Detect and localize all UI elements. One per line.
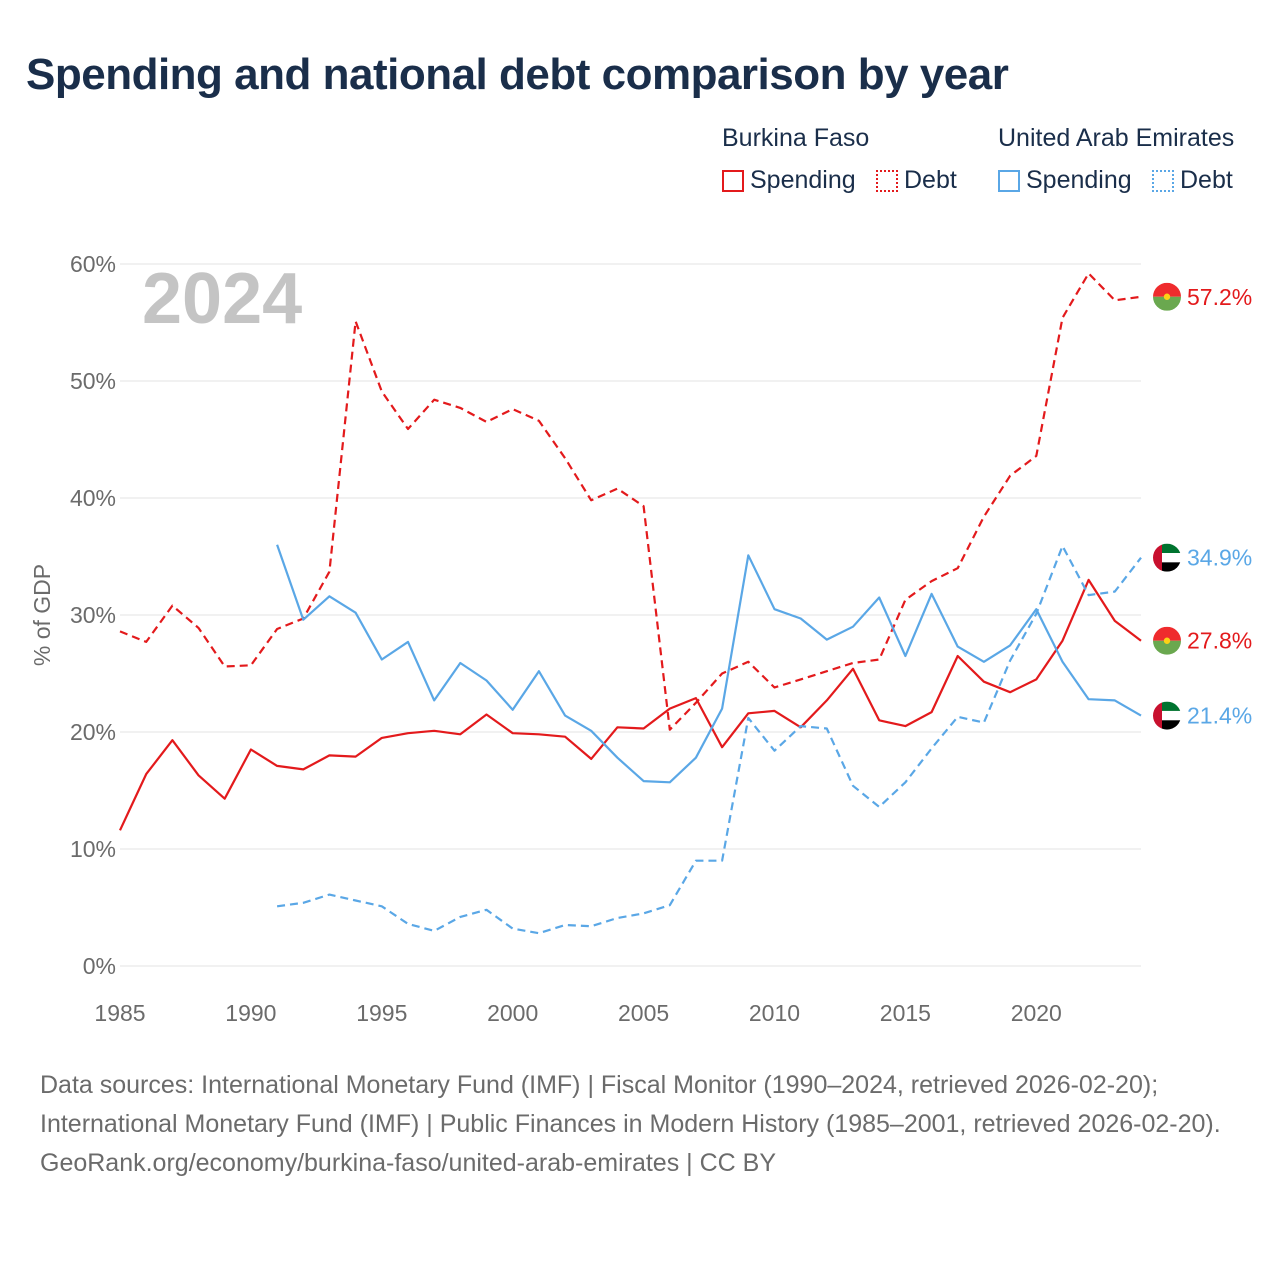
end-value-label: 27.8% bbox=[1187, 628, 1252, 654]
series-line-united-arab-emirates-spending bbox=[276, 544, 1142, 784]
burkina-faso-flag-icon bbox=[1153, 282, 1181, 311]
y-tick-label: 50% bbox=[70, 368, 116, 394]
x-tick-label: 1990 bbox=[225, 1000, 276, 1026]
legend-group-uae: United Arab Emirates Spending Debt bbox=[998, 124, 1268, 204]
series-line-united-arab-emirates-debt bbox=[276, 544, 1142, 935]
x-tick-label: 1995 bbox=[356, 1000, 407, 1026]
y-tick-label: 10% bbox=[70, 836, 116, 862]
end-value-label: 21.4% bbox=[1187, 703, 1252, 729]
legend-swatch-dotted-icon bbox=[1152, 169, 1174, 192]
line-chart: 0% 10% 20% 30% 40% 50% 60% 1985 1990 1995 2000 2005… bbox=[29, 251, 1252, 1026]
legend-swatch-solid-icon bbox=[722, 169, 744, 192]
legend-item-burkina-faso-debt[interactable]: Debt bbox=[876, 166, 957, 195]
x-tick-label: 2005 bbox=[618, 1000, 669, 1026]
chart-title: Spending and national debt comparison by… bbox=[26, 50, 1009, 99]
y-tick-label: 40% bbox=[70, 485, 116, 511]
uae-flag-icon bbox=[1153, 701, 1181, 730]
legend-label: Debt bbox=[1180, 166, 1233, 194]
footer: Data sources: International Monetary Fun… bbox=[40, 1066, 1240, 1183]
attribution-link[interactable]: GeoRank.org/economy/burkina-faso/united-… bbox=[40, 1149, 776, 1177]
x-tick-label: 1985 bbox=[94, 1000, 145, 1026]
y-tick-label: 60% bbox=[70, 251, 116, 277]
x-tick-label: 2000 bbox=[487, 1000, 538, 1026]
legend-swatch-solid-icon bbox=[998, 169, 1020, 192]
x-tick-label: 2010 bbox=[749, 1000, 800, 1026]
y-axis-label: % of GDP bbox=[29, 564, 55, 666]
y-tick-label: 30% bbox=[70, 602, 116, 628]
legend-swatch-dotted-icon bbox=[876, 169, 898, 192]
legend-item-uae-debt[interactable]: Debt bbox=[1152, 166, 1233, 195]
data-sources: Data sources: International Monetary Fun… bbox=[40, 1071, 1221, 1138]
legend-group-burkina-faso: Burkina Faso Spending Debt bbox=[722, 124, 982, 204]
legend-country-uae: United Arab Emirates bbox=[998, 124, 1235, 152]
y-tick-label: 0% bbox=[83, 953, 116, 979]
x-tick-label: 2020 bbox=[1011, 1000, 1062, 1026]
end-value-label: 57.2% bbox=[1187, 284, 1252, 310]
legend-label: Spending bbox=[750, 166, 856, 194]
year-watermark: 2024 bbox=[142, 259, 302, 339]
series-line-burkina-faso-spending bbox=[119, 578, 1142, 831]
legend-item-uae-spending[interactable]: Spending bbox=[998, 166, 1132, 195]
legend-country-burkina-faso: Burkina Faso bbox=[722, 124, 870, 152]
x-tick-label: 2015 bbox=[880, 1000, 931, 1026]
legend-label: Spending bbox=[1026, 166, 1132, 194]
end-value-label: 34.9% bbox=[1187, 545, 1252, 571]
series-line-burkina-faso-debt bbox=[119, 272, 1142, 731]
burkina-faso-flag-icon bbox=[1153, 626, 1181, 655]
legend-item-burkina-faso-spending[interactable]: Spending bbox=[722, 166, 856, 195]
legend-label: Debt bbox=[904, 166, 957, 194]
y-tick-label: 20% bbox=[70, 719, 116, 745]
uae-flag-icon bbox=[1153, 543, 1181, 572]
